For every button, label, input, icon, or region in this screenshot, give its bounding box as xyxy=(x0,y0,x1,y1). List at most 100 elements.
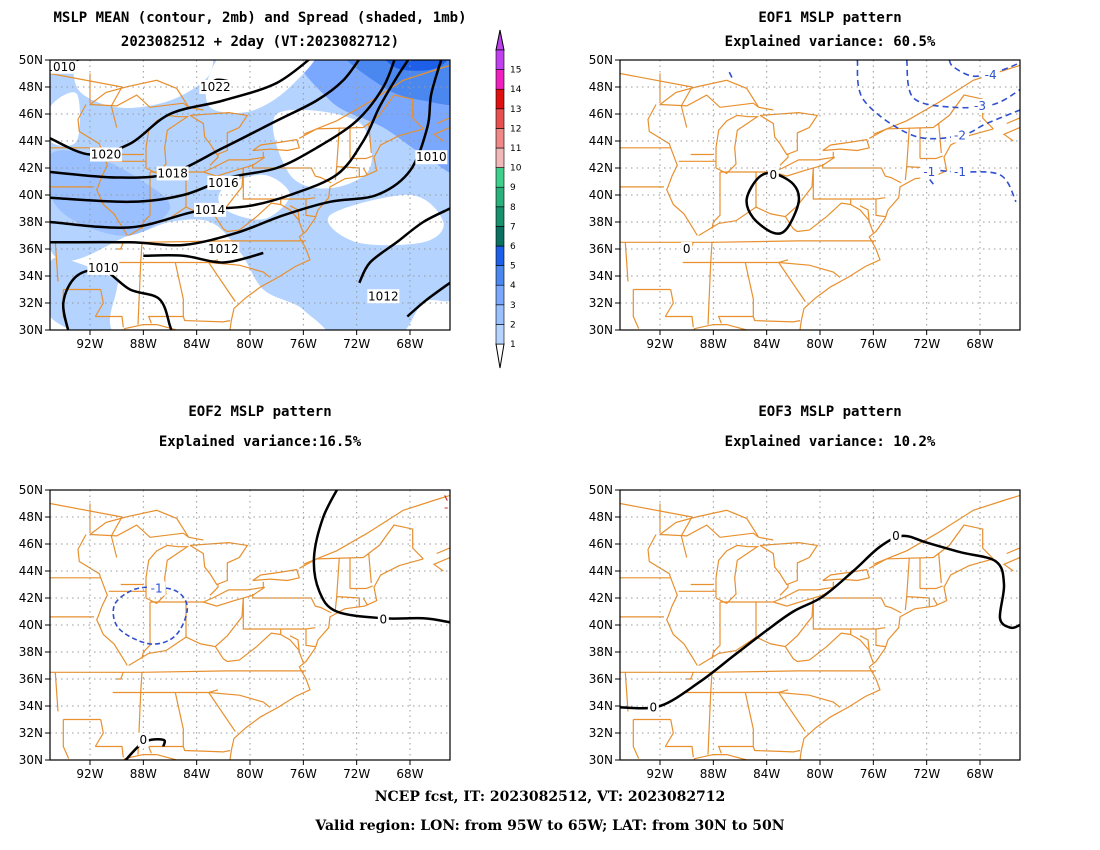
boundary-line xyxy=(280,199,300,222)
boundary-line xyxy=(752,746,801,753)
contour-label-bg xyxy=(890,528,902,543)
contour-label-bg xyxy=(207,175,240,190)
lat-tick-label: 48N xyxy=(19,510,43,524)
isobar xyxy=(50,60,443,247)
isobar xyxy=(50,60,361,179)
contour-label: 0 xyxy=(892,529,900,543)
contour-label-bg xyxy=(951,165,969,180)
boundary-line xyxy=(214,632,281,663)
contour-label-bg xyxy=(207,242,240,256)
contour-label: 1016 xyxy=(208,176,239,190)
boundary-line xyxy=(666,577,698,666)
eof2-negative-contour xyxy=(112,586,189,645)
boundary-line xyxy=(778,262,806,302)
spread-clear xyxy=(50,92,80,147)
boundary-line xyxy=(707,692,712,755)
boundary-line xyxy=(189,111,249,156)
isobar xyxy=(61,268,173,330)
boundary-line xyxy=(214,202,281,233)
lon-tick-label: 68W xyxy=(396,767,423,781)
boundary-line xyxy=(799,558,994,760)
colorbar-swatch xyxy=(495,226,505,247)
isobar xyxy=(50,60,410,229)
colorbar-label: 9 xyxy=(510,183,516,193)
lat-tick-label: 44N xyxy=(19,564,43,578)
boundary-line xyxy=(904,127,910,181)
boundary-line xyxy=(812,598,876,630)
boundary-line xyxy=(189,541,249,586)
contour-label: 1022 xyxy=(200,80,231,94)
boundary-line xyxy=(299,94,424,139)
boundary-line xyxy=(350,155,373,160)
boundary-line xyxy=(95,315,124,328)
boundary-line xyxy=(682,259,789,264)
boundary-line xyxy=(707,262,712,325)
spread-clear xyxy=(327,194,444,246)
boundary-line xyxy=(779,154,789,166)
lon-tick-label: 92W xyxy=(76,767,103,781)
colorbar-label: 6 xyxy=(510,242,516,252)
boundary-line xyxy=(208,262,236,302)
boundary-line xyxy=(647,534,672,578)
footer-forecast-info: NCEP fcst, IT: 2023082512, VT: 202308271… xyxy=(374,789,726,805)
boundary-line xyxy=(680,86,693,107)
boundary-line xyxy=(145,114,190,175)
lon-tick-label: 84W xyxy=(753,767,780,781)
boundary-line xyxy=(680,516,693,537)
contour-label: -1 xyxy=(444,501,456,515)
boundary-line xyxy=(932,597,938,606)
colorbar-swatch xyxy=(495,245,505,266)
colorbar-swatch xyxy=(495,49,505,70)
boundary-line xyxy=(715,544,760,605)
lon-tick-label: 84W xyxy=(753,337,780,351)
contour-label: -3 xyxy=(974,99,986,113)
lon-tick-label: 92W xyxy=(646,767,673,781)
boundary-line xyxy=(664,289,674,317)
boundary-line xyxy=(758,536,774,541)
boundary-line xyxy=(252,138,301,152)
contour-label-bg xyxy=(681,242,693,256)
lat-tick-label: 30N xyxy=(19,753,43,767)
boundary-line xyxy=(693,754,766,760)
contour-label-bg xyxy=(377,612,389,627)
colorbar-label: 3 xyxy=(510,301,516,311)
boundary-line xyxy=(685,672,694,680)
boundary-line xyxy=(182,316,231,323)
boundary-line xyxy=(822,164,902,184)
contour-label: -2 xyxy=(954,129,966,143)
contour-label: 1010 xyxy=(88,261,119,275)
boundary-line xyxy=(698,636,757,667)
boundary-line xyxy=(432,126,450,142)
boundary-line xyxy=(362,167,368,176)
colorbar-label: 10 xyxy=(510,164,522,174)
boundary-line xyxy=(850,629,870,651)
colorbar-label: 14 xyxy=(510,85,522,95)
lat-tick-label: 36N xyxy=(589,672,613,686)
eof1-negative-contour xyxy=(856,60,1020,140)
eof1-zero-contour xyxy=(745,171,801,235)
mean-title-line1: MSLP MEAN (contour, 2mb) and Spread (sha… xyxy=(53,10,467,26)
colorbar-arrow-bottom xyxy=(495,343,505,369)
boundary-line xyxy=(1006,111,1020,125)
boundary-line xyxy=(289,205,304,234)
boundary-line xyxy=(682,689,789,694)
lat-tick-label: 42N xyxy=(19,591,43,605)
boundary-line xyxy=(680,105,688,128)
spread-shade-5mb xyxy=(385,60,448,71)
contour-label-bg xyxy=(981,67,1000,82)
boundary-line xyxy=(869,524,994,569)
colorbar-label: 7 xyxy=(510,222,516,232)
boundary-line xyxy=(938,123,942,154)
boundary-line xyxy=(773,586,836,607)
boundary-line xyxy=(920,155,943,160)
boundary-line xyxy=(150,601,187,638)
boundary-line xyxy=(208,692,236,732)
lon-tick-label: 84W xyxy=(183,767,210,781)
boundary-line xyxy=(799,128,994,330)
boundary-line xyxy=(368,553,372,584)
boundary-line xyxy=(128,636,187,667)
contour-label: 1010 xyxy=(45,60,76,74)
lon-tick-label: 88W xyxy=(130,337,157,351)
eof1-negative-contour xyxy=(905,60,1020,109)
lat-tick-label: 40N xyxy=(589,618,613,632)
